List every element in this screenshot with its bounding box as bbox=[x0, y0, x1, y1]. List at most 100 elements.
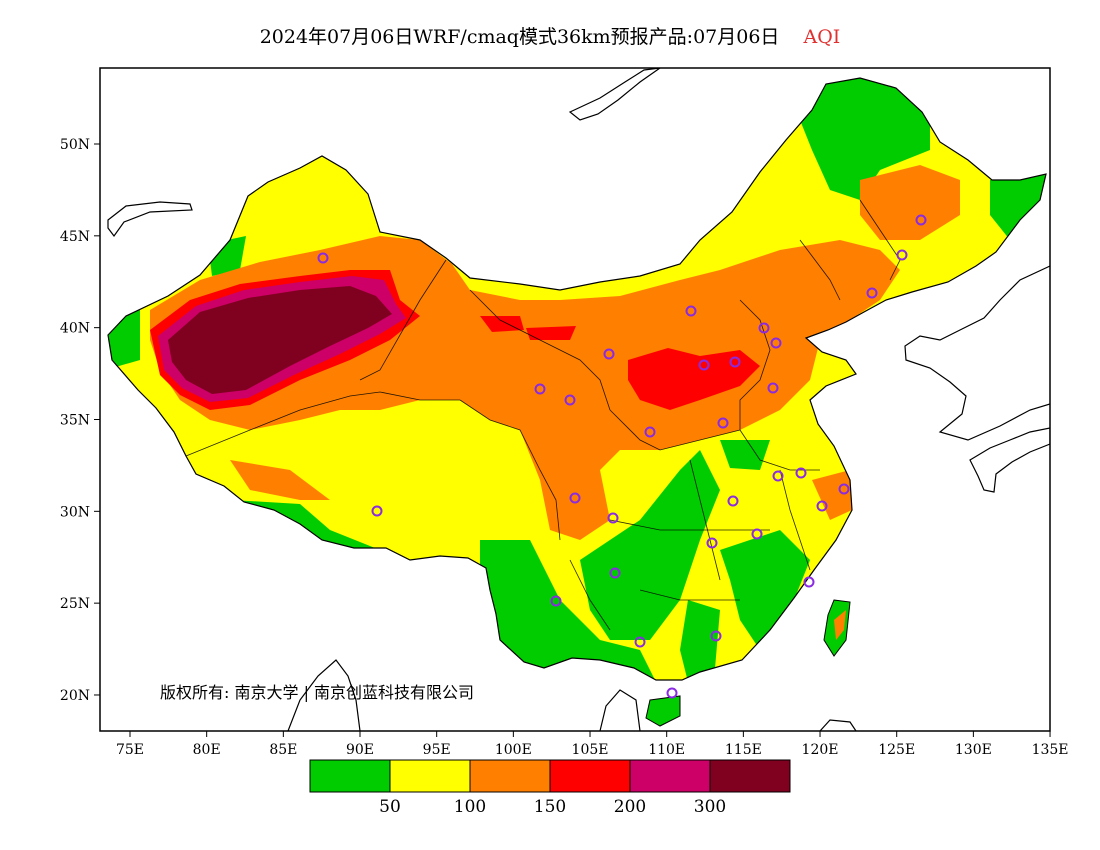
y-axis: 50N 45N 40N 35N 30N 25N 20N bbox=[60, 137, 100, 704]
map-title: 2024年07月06日WRF/cmaq模式36km预报产品:07月06日 AQI bbox=[0, 22, 1100, 49]
green-zone-guangxi bbox=[580, 450, 720, 640]
orange-zone-tibet bbox=[230, 460, 330, 500]
green-zone-guangdong bbox=[680, 600, 720, 680]
philippines-coast bbox=[819, 719, 857, 731]
station-marker bbox=[607, 512, 619, 524]
red-zone-shanxi bbox=[628, 348, 760, 410]
red-zone-gansu bbox=[480, 316, 524, 332]
colorbar-label: 200 bbox=[614, 797, 646, 817]
station-marker bbox=[795, 467, 807, 479]
station-marker bbox=[564, 394, 576, 406]
boundary-hunan-jiangxi bbox=[689, 459, 721, 581]
y-tick-label: 40N bbox=[60, 321, 90, 337]
station-marker bbox=[896, 249, 908, 261]
orange-zone-northeast bbox=[860, 165, 960, 240]
x-tick-label: 120E bbox=[802, 742, 839, 758]
boundary-inner-mongolia bbox=[799, 239, 841, 301]
y-tick-label: 50N bbox=[60, 137, 90, 153]
boundary-guangxi-guangdong bbox=[639, 589, 740, 601]
boundary-guizhou-hunan bbox=[609, 519, 770, 531]
bay-of-bengal-coast bbox=[287, 659, 361, 731]
boundary-qinghai-sichuan bbox=[459, 399, 561, 541]
station-marker bbox=[706, 537, 718, 549]
red-zone-ningxia bbox=[526, 326, 576, 340]
x-tick-label: 85E bbox=[269, 742, 297, 758]
station-marker bbox=[816, 500, 828, 512]
x-tick-label: 100E bbox=[495, 742, 532, 758]
colorbar-swatch bbox=[549, 759, 631, 793]
title-variable: AQI bbox=[803, 26, 841, 48]
station-marker bbox=[634, 636, 646, 648]
station-marker bbox=[698, 359, 710, 371]
orange-zone-shanghai bbox=[812, 470, 852, 520]
colorbar-swatch bbox=[309, 759, 391, 793]
maroon-zone-taklamakan bbox=[168, 286, 392, 394]
x-tick-label: 135E bbox=[1032, 742, 1069, 758]
station-marker bbox=[603, 348, 615, 360]
y-tick-label: 35N bbox=[60, 412, 90, 428]
taiwan-orange bbox=[834, 610, 846, 640]
station-marker bbox=[710, 630, 722, 642]
x-tick-label: 75E bbox=[116, 742, 144, 758]
station-marker bbox=[550, 595, 562, 607]
station-marker bbox=[758, 322, 770, 334]
x-tick-label: 110E bbox=[648, 742, 685, 758]
station-marker bbox=[569, 492, 581, 504]
indochina-coast bbox=[599, 689, 641, 731]
copyright-text: 版权所有: 南京大学 | 南京创蓝科技有限公司 bbox=[160, 683, 474, 702]
colorbar-label: 50 bbox=[379, 797, 401, 817]
aqi-red-zones bbox=[480, 316, 760, 410]
station-marker bbox=[534, 383, 546, 395]
boundary-hebei-shanxi bbox=[739, 299, 771, 430]
x-tick-label: 90E bbox=[346, 742, 374, 758]
y-tick-label: 25N bbox=[60, 596, 90, 612]
y-tick-label: 45N bbox=[60, 229, 90, 245]
station-marker bbox=[866, 287, 878, 299]
colorbar-label: 150 bbox=[534, 797, 566, 817]
colorbar-swatch bbox=[469, 759, 551, 793]
colorbar-label: 300 bbox=[694, 797, 726, 817]
x-tick-label: 115E bbox=[725, 742, 762, 758]
boundary-zhejiang-fujian bbox=[779, 469, 811, 571]
kyushu-coast bbox=[969, 427, 1050, 493]
lake-baikal-coast bbox=[568, 68, 661, 121]
station-marker bbox=[685, 305, 697, 317]
boundary-yunnan-guizhou bbox=[569, 559, 611, 631]
green-zone-fujian bbox=[720, 530, 810, 650]
station-markers bbox=[317, 214, 927, 699]
station-marker bbox=[317, 252, 329, 264]
boundary-shaanxi-henan bbox=[609, 409, 741, 451]
station-marker bbox=[609, 567, 621, 579]
caspian-coast bbox=[107, 201, 193, 238]
x-tick-label: 95E bbox=[423, 742, 451, 758]
x-tick-label: 125E bbox=[878, 742, 915, 758]
station-marker bbox=[751, 528, 763, 540]
green-zone-hubei bbox=[720, 440, 770, 470]
y-tick-label: 20N bbox=[60, 688, 90, 704]
station-marker bbox=[770, 337, 782, 349]
station-marker bbox=[729, 356, 741, 368]
boundary-xinjiang-tibet bbox=[185, 391, 460, 457]
colorbar-label: 100 bbox=[454, 797, 486, 817]
boundary-jilin-liaoning bbox=[859, 199, 901, 281]
station-marker bbox=[803, 576, 815, 588]
x-tick-label: 105E bbox=[572, 742, 609, 758]
y-tick-label: 30N bbox=[60, 504, 90, 520]
colorbar-swatch bbox=[629, 759, 711, 793]
station-marker bbox=[772, 470, 784, 482]
title-main: 2024年07月06日WRF/cmaq模式36km预报产品:07月06日 bbox=[259, 26, 780, 48]
colorbar-swatch bbox=[709, 759, 791, 793]
boundary-gansu-ningxia bbox=[469, 289, 611, 411]
coastlines bbox=[107, 68, 1050, 731]
station-marker bbox=[666, 687, 678, 699]
station-marker bbox=[838, 483, 850, 495]
province-boundaries bbox=[185, 199, 901, 631]
colorbar: 50 100 150 200 300 bbox=[309, 759, 791, 817]
green-zone-northeast bbox=[800, 78, 930, 200]
green-zone-yunnan bbox=[480, 540, 660, 680]
korea-japan-coast bbox=[904, 265, 1050, 441]
station-marker bbox=[717, 417, 729, 429]
station-marker bbox=[371, 505, 383, 517]
x-axis: 75E 80E 85E 90E 95E 100E 105E 110E 115E 120E 125E 1… bbox=[116, 731, 1069, 758]
